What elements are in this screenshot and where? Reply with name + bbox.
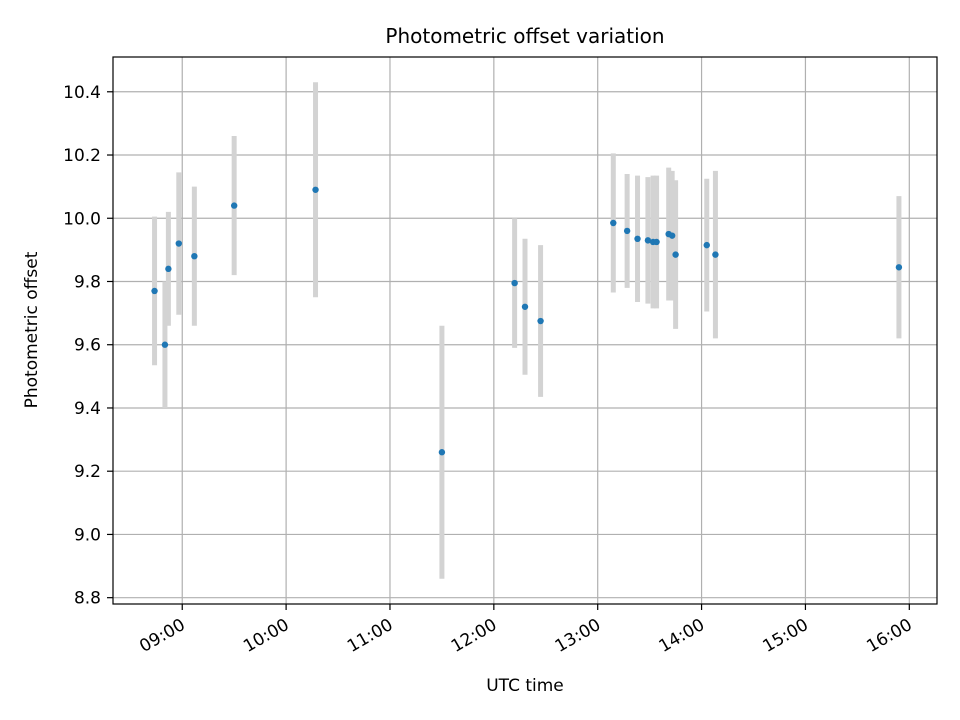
y-tick-label: 9.6 [74,336,101,356]
data-points [151,186,903,456]
y-tick-label: 8.8 [74,589,101,609]
plot-frame [112,56,938,605]
y-axis-label: Photometric offset [22,251,42,408]
data-point [610,219,617,227]
data-point [230,202,238,209]
data-point [175,240,182,247]
x-axis-label: UTC time [486,676,564,696]
y-tick-label: 10.4 [63,83,101,103]
data-point [312,186,319,193]
data-point [165,265,172,273]
y-tick-label: 9.0 [74,525,101,545]
data-point [537,317,544,325]
data-point [511,279,518,287]
y-tick-label: 10.0 [63,209,101,229]
data-point [521,303,529,310]
data-point [191,252,198,260]
chart-title: Photometric offset variation [385,24,664,48]
data-point [672,251,679,258]
data-point [438,449,446,456]
data-point [712,251,719,258]
data-point [151,287,158,295]
y-tick-label: 9.8 [74,272,101,292]
data-point [668,232,676,239]
data-point [644,237,652,244]
data-point [161,341,169,348]
y-tick-label: 9.4 [74,399,101,419]
data-point [895,264,903,271]
data-point [653,238,660,246]
y-tick-label: 9.2 [74,462,101,482]
data-point [623,227,631,235]
data-point [634,235,641,243]
y-tick-label: 10.2 [63,146,101,166]
data-point [703,241,710,249]
